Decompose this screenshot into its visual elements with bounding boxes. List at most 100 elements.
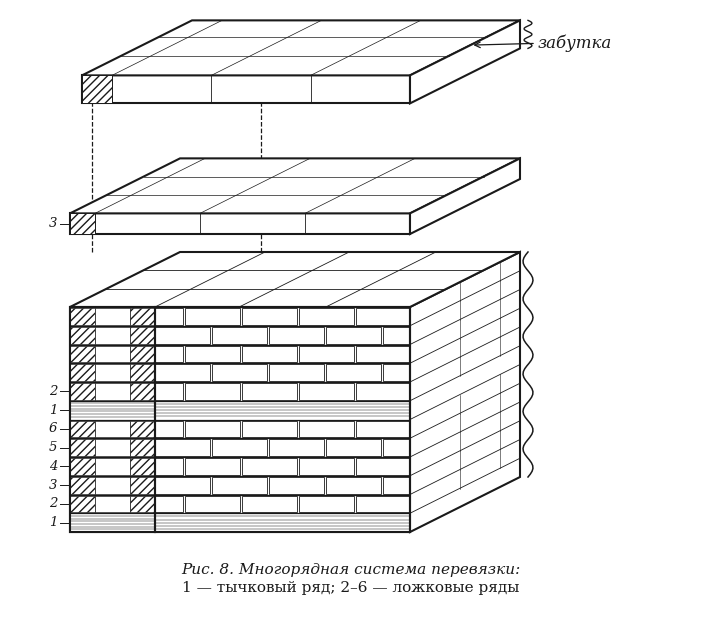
Bar [326, 327, 381, 343]
Bar [70, 307, 155, 532]
Bar [155, 307, 410, 532]
Bar [242, 308, 297, 325]
Bar [130, 327, 155, 343]
Bar [70, 401, 155, 419]
Bar [82, 75, 410, 103]
Bar [185, 308, 240, 325]
Bar [95, 327, 130, 343]
Bar [326, 364, 381, 381]
Bar [70, 476, 95, 493]
Polygon shape [82, 21, 520, 75]
Text: забутка: забутка [538, 35, 612, 52]
Text: 4: 4 [49, 460, 57, 473]
Bar [242, 496, 297, 513]
Bar [95, 439, 130, 456]
Bar [356, 420, 410, 437]
Text: 6: 6 [49, 422, 57, 435]
Text: Рис. 8. Многорядная система перевязки:: Рис. 8. Многорядная система перевязки: [181, 563, 521, 577]
Bar [212, 439, 267, 456]
Bar [155, 420, 183, 437]
Bar [212, 476, 267, 493]
Bar [299, 308, 354, 325]
Bar [70, 213, 410, 234]
Bar [155, 364, 210, 381]
Polygon shape [410, 21, 520, 103]
Text: 2: 2 [49, 385, 57, 398]
Bar [130, 364, 155, 381]
Bar [155, 401, 410, 419]
Bar [299, 345, 354, 362]
Bar [299, 383, 354, 400]
Bar [70, 327, 95, 343]
Bar [95, 458, 130, 475]
Text: 1 — тычковый ряд; 2–6 — ложковые ряды: 1 — тычковый ряд; 2–6 — ложковые ряды [182, 581, 520, 595]
Bar [242, 458, 297, 475]
Bar [383, 476, 410, 493]
Bar [242, 383, 297, 400]
Bar [82, 75, 112, 103]
Bar [155, 327, 210, 343]
Bar [356, 496, 410, 513]
Polygon shape [70, 252, 520, 307]
Bar [95, 383, 130, 400]
Bar [70, 458, 95, 475]
Bar [212, 327, 267, 343]
Bar [155, 476, 210, 493]
Bar [130, 476, 155, 493]
Bar [212, 364, 267, 381]
Bar [326, 439, 381, 456]
Bar [155, 383, 183, 400]
Bar [70, 420, 95, 437]
Bar [95, 476, 130, 493]
Bar [185, 383, 240, 400]
Bar [242, 345, 297, 362]
Polygon shape [410, 252, 520, 532]
Bar [70, 213, 95, 234]
Bar [70, 307, 155, 532]
Bar [185, 458, 240, 475]
Bar [356, 345, 410, 362]
Bar [242, 420, 297, 437]
Text: 3: 3 [49, 478, 57, 491]
Bar [185, 420, 240, 437]
Bar [299, 458, 354, 475]
Bar [70, 513, 155, 532]
Bar [269, 439, 324, 456]
Bar [70, 364, 95, 381]
Bar [269, 364, 324, 381]
Bar [185, 496, 240, 513]
Text: 3: 3 [49, 217, 57, 230]
Bar [95, 496, 130, 513]
Bar [356, 458, 410, 475]
Bar [269, 476, 324, 493]
Bar [155, 496, 183, 513]
Text: 2: 2 [49, 498, 57, 511]
Bar [299, 496, 354, 513]
Bar [383, 327, 410, 343]
Bar [95, 345, 130, 362]
Bar [185, 345, 240, 362]
Bar [155, 307, 410, 532]
Bar [299, 420, 354, 437]
Bar [326, 476, 381, 493]
Bar [269, 327, 324, 343]
Text: 5: 5 [49, 441, 57, 454]
Bar [70, 496, 95, 513]
Polygon shape [70, 159, 520, 213]
Bar [356, 383, 410, 400]
Bar [130, 439, 155, 456]
Bar [70, 308, 95, 325]
Bar [383, 364, 410, 381]
Polygon shape [410, 159, 520, 234]
Bar [70, 383, 95, 400]
Bar [155, 345, 183, 362]
Bar [95, 420, 130, 437]
Bar [130, 420, 155, 437]
Bar [95, 308, 130, 325]
Text: 1: 1 [49, 516, 57, 529]
Bar [130, 308, 155, 325]
Bar [155, 308, 183, 325]
Bar [383, 439, 410, 456]
Bar [95, 364, 130, 381]
Bar [155, 513, 410, 532]
